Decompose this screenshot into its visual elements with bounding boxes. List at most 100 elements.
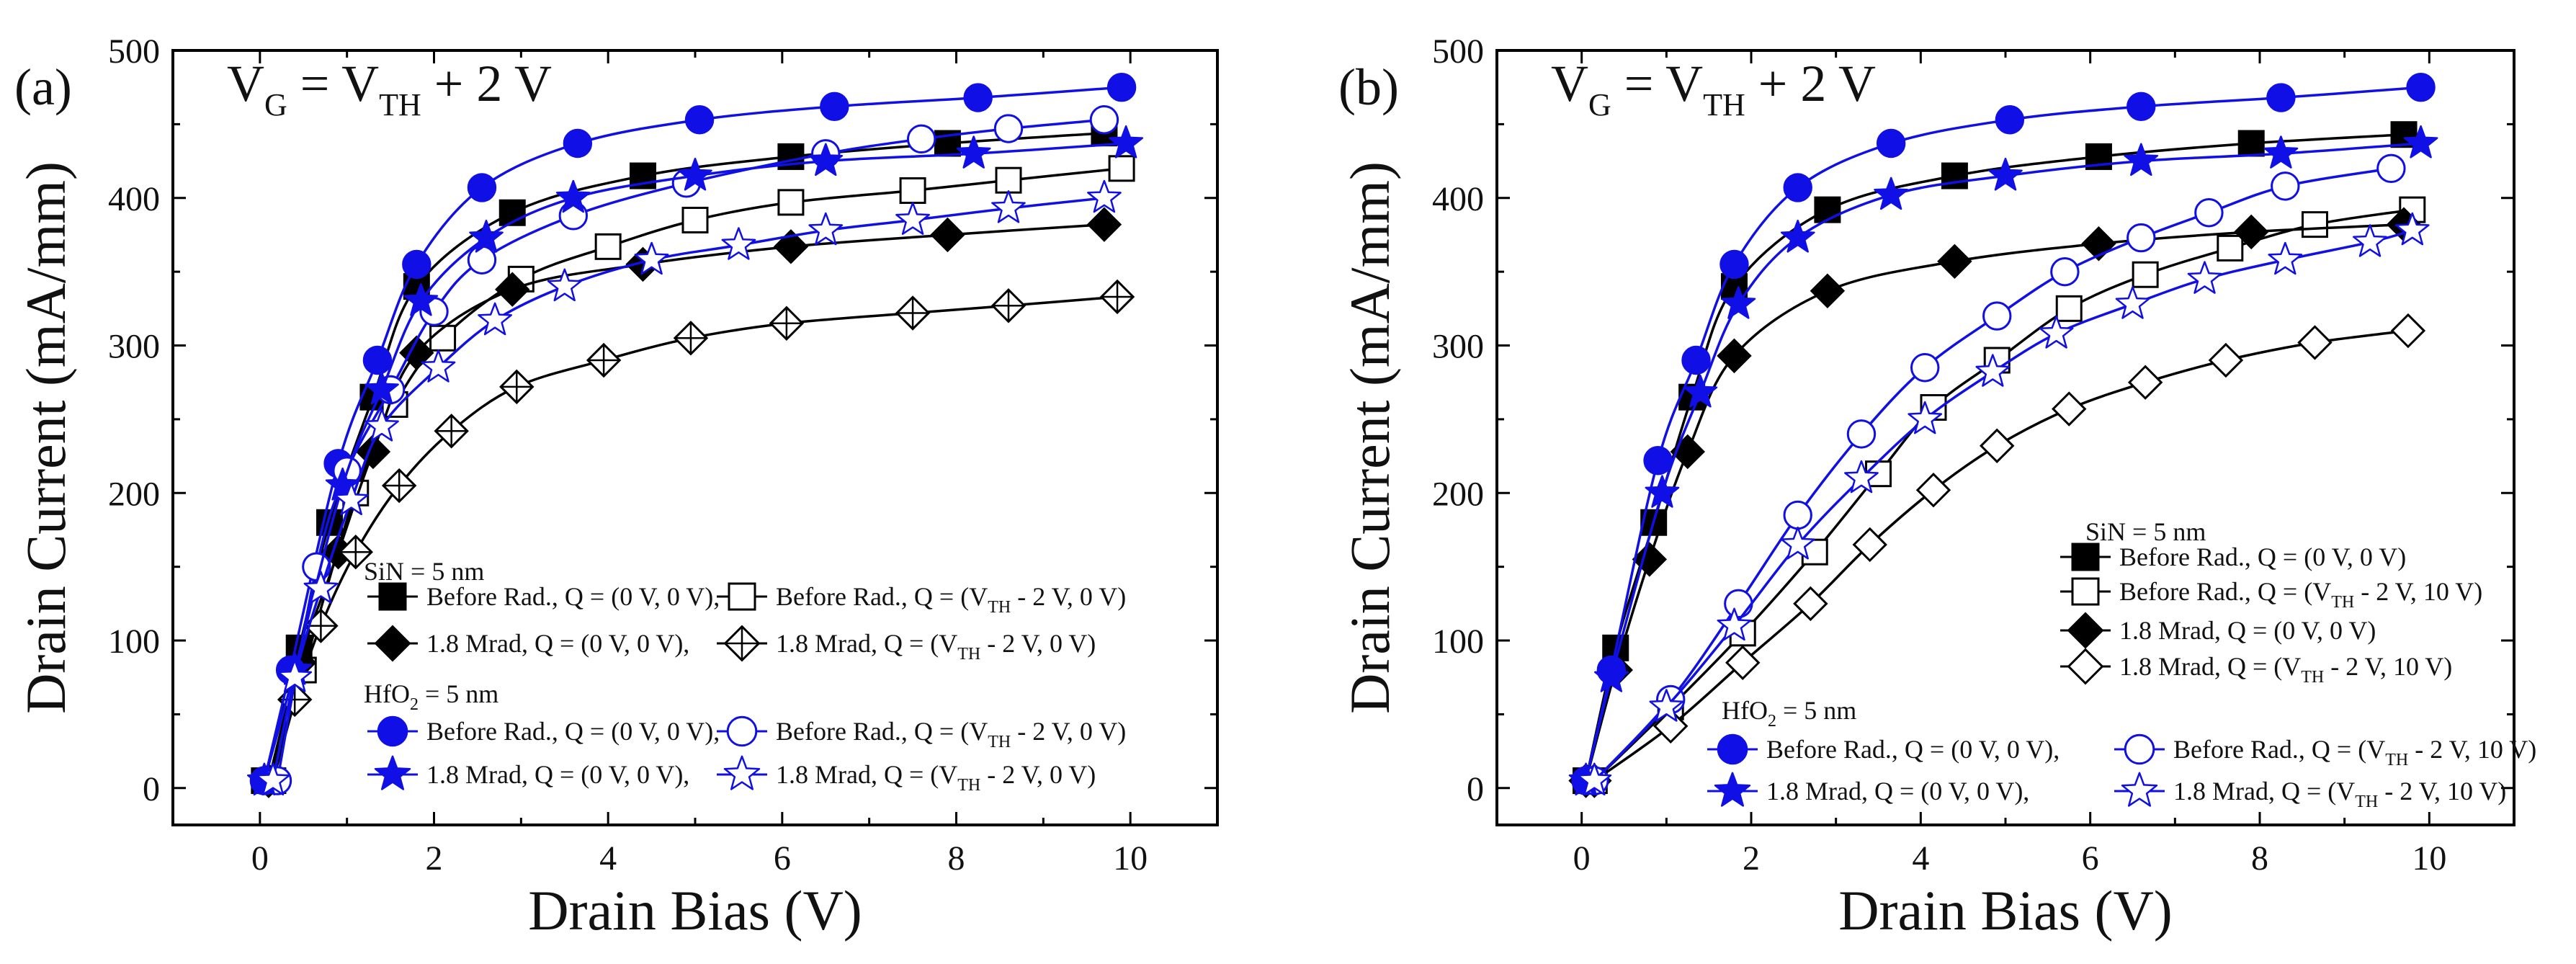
data-point [325, 467, 360, 501]
panel-label: (a) [14, 58, 72, 116]
y-tick-label: 100 [108, 622, 160, 661]
data-point [993, 114, 1024, 143]
series-7 [256, 179, 1122, 796]
data-point [365, 409, 399, 442]
legend-marker [723, 755, 761, 790]
data-point-shape [355, 434, 391, 470]
legend-title-hfo2: HfO2 = 5 nm [1722, 696, 1856, 731]
gate-condition: VG = VTH + 2 V [1551, 55, 1876, 122]
data-point [2403, 125, 2438, 159]
data-point [2126, 223, 2156, 253]
data-point-shape [2052, 391, 2087, 427]
data-point-shape [2127, 365, 2163, 400]
data-point [1721, 286, 1756, 319]
y-tick-label: 300 [1432, 328, 1484, 366]
legend-entry-label: 1.8 Mrad, Q = (0 V, 0 V), [426, 760, 689, 789]
x-tick-label: 4 [1912, 839, 1929, 878]
series-5 [262, 105, 1119, 795]
panel-label: (b) [1338, 58, 1399, 116]
data-point [963, 83, 993, 112]
legend-marker [2071, 543, 2100, 571]
legend-entry-label: 1.8 Mrad, Q = (VTH - 2 V, 10 V) [2173, 777, 2506, 811]
data-point [1908, 401, 1943, 434]
data-point [478, 302, 512, 336]
data-point [634, 241, 669, 275]
data-point [467, 173, 497, 202]
data-point [277, 659, 313, 692]
data-point [1876, 128, 1906, 159]
data-point [2406, 72, 2436, 102]
data-point [429, 324, 457, 352]
data-point [1783, 173, 1812, 202]
data-point-shape [1810, 273, 1846, 308]
y-tick-label: 500 [1432, 32, 1484, 71]
data-point-shape [1937, 244, 1972, 280]
x-tick-label: 8 [2251, 839, 2268, 878]
data-point [469, 219, 504, 253]
data-point [721, 227, 756, 260]
legend-entry-label: Before Rad., Q = (VTH - 2 V, 0 V) [776, 717, 1126, 751]
x-tick-label: 4 [599, 839, 617, 878]
legend-entry-label: Before Rad., Q = (VTH - 2 V, 10 V) [2119, 577, 2482, 612]
legend-title-hfo2: HfO2 = 5 nm [364, 679, 498, 714]
legend: SiN = 5 nm HfO2 = 5 nm Before Rad., Q = (0… [1707, 517, 2536, 811]
series-7 [1577, 212, 2430, 796]
data-point [2234, 214, 2269, 250]
y-tick-label: 300 [108, 328, 160, 366]
data-point-shape [399, 335, 434, 370]
data-point [2353, 224, 2387, 257]
data-point [1089, 105, 1119, 135]
data-point [2194, 198, 2224, 228]
data-point-shape [495, 272, 530, 307]
legend-entry-label: 1.8 Mrad, Q = (0 V, 0 V) [2119, 616, 2376, 645]
data-point [2127, 365, 2163, 400]
data-point [1852, 527, 1887, 563]
data-point [547, 268, 582, 302]
data-point [1780, 219, 1815, 253]
data-point [2376, 153, 2406, 184]
x-tick-label: 10 [2412, 839, 2446, 878]
data-point [769, 305, 805, 342]
data-point [2126, 92, 2156, 122]
series-line [1593, 329, 2409, 782]
data-point [2301, 211, 2328, 238]
data-point [1099, 279, 1135, 315]
legend-marker [1717, 733, 1748, 765]
legend-marker [723, 625, 761, 662]
legend-marker [2067, 612, 2104, 649]
data-point [681, 206, 709, 233]
data-point [2268, 241, 2303, 275]
data-point [1681, 345, 1711, 375]
x-axis-label: Drain Bias (V) [1838, 879, 2173, 942]
data-point [2132, 261, 2159, 288]
data-point [1725, 645, 1761, 680]
data-point [256, 762, 290, 796]
data-point [365, 371, 399, 405]
legend-entry-label: Before Rad., Q = (0 V, 0 V), [426, 717, 720, 746]
legend-marker [2121, 772, 2158, 807]
data-point [1649, 689, 1684, 722]
data-point [1087, 179, 1122, 213]
data-point [678, 157, 712, 191]
series-line [267, 223, 1105, 782]
legend-entry-label: Before Rad., Q = (VTH - 2 V, 10 V) [2173, 735, 2536, 769]
legend-marker [2124, 733, 2155, 765]
legend-marker-shape [374, 625, 411, 662]
data-point [421, 349, 456, 383]
data-point-shape [1086, 207, 1122, 242]
series-2 [251, 207, 1122, 798]
data-point [338, 534, 373, 570]
series-line [1584, 223, 2405, 782]
legend-marker-shape [2067, 648, 2104, 685]
x-tick-label: 2 [1743, 839, 1760, 878]
data-point [2124, 143, 2159, 177]
data-point [906, 124, 936, 154]
data-point-shape [2297, 325, 2333, 360]
data-point-shape [2208, 342, 2244, 378]
data-point [895, 295, 931, 331]
data-point [467, 245, 497, 275]
legend-entry-label: Before Rad., Q = (0 V, 0 V) [2119, 543, 2406, 571]
